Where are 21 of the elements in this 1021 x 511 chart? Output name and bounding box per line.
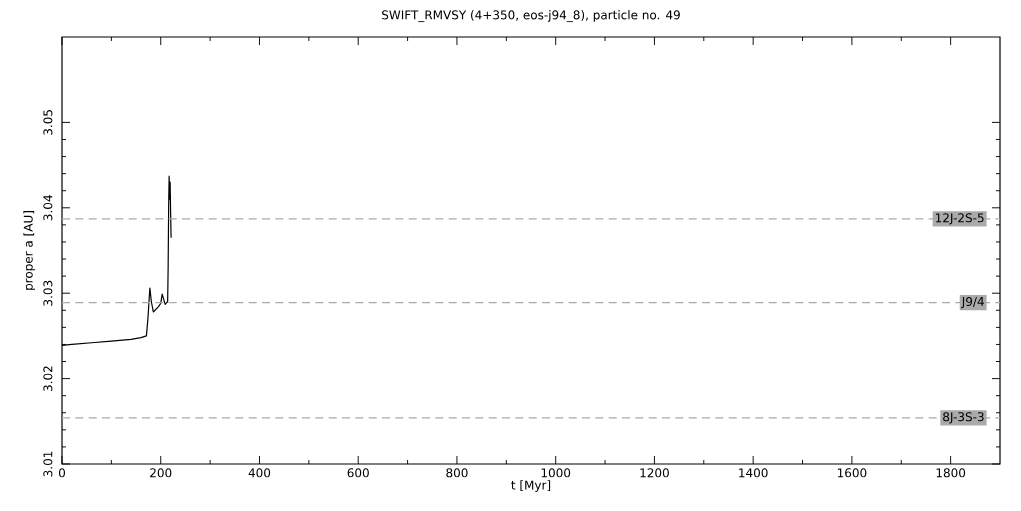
x-axis-title: t [Myr] bbox=[511, 480, 551, 492]
x-tick-label: 600 bbox=[347, 468, 369, 478]
x-tick-label: 1000 bbox=[541, 468, 571, 478]
ref-line-label: J9/4 bbox=[961, 296, 984, 309]
y-tick-label: 3.04 bbox=[43, 195, 53, 221]
x-tick-label: 1600 bbox=[837, 468, 867, 478]
y-tick-label: 3.01 bbox=[43, 451, 53, 477]
x-tick-label: 200 bbox=[150, 468, 172, 478]
ref-line-label: 12J-2S-5 bbox=[935, 213, 984, 225]
y-axis-title: proper a [AU] bbox=[23, 211, 36, 290]
x-tick-label: 0 bbox=[58, 468, 66, 478]
x-tick-label: 800 bbox=[446, 468, 468, 478]
x-tick-label: 400 bbox=[248, 468, 271, 478]
x-tick-label: 1800 bbox=[936, 468, 966, 478]
y-tick-label: 3.05 bbox=[43, 110, 53, 135]
y-tick-label: 3.02 bbox=[43, 366, 53, 392]
y-tick-label: 3.03 bbox=[43, 280, 53, 306]
x-tick-label: 1400 bbox=[739, 468, 768, 478]
ref-line-label: 8J-3S-3 bbox=[943, 412, 984, 424]
x-tick-label: 1200 bbox=[640, 468, 669, 478]
chart-title: SWIFT_RMVSY (4+350, eos-j94_8), particle no. 49 bbox=[382, 10, 680, 23]
